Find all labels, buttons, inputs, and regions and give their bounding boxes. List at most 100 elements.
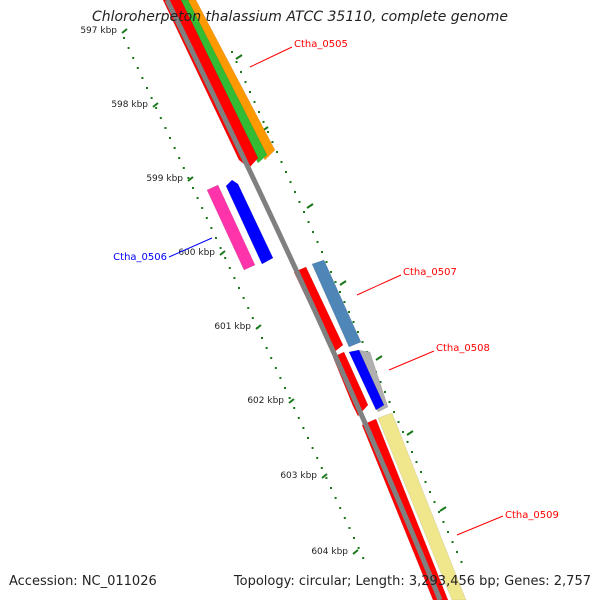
minor-tick (330, 271, 332, 273)
minor-tick (289, 181, 292, 183)
scale-tick-mark (339, 280, 347, 286)
minor-tick (362, 557, 365, 559)
minor-tick (348, 311, 350, 313)
minor-tick (265, 347, 268, 349)
scale-tick-mark (235, 54, 243, 60)
minor-tick (169, 137, 171, 139)
minor-tick (415, 461, 418, 463)
minor-tick (141, 77, 144, 79)
minor-tick (258, 111, 260, 113)
minor-tick (397, 421, 400, 423)
gene-leader-line (356, 274, 402, 296)
minor-tick (271, 141, 274, 143)
minor-tick (288, 397, 291, 399)
scale-tick-label: 600 kbp (178, 248, 215, 258)
minor-tick (424, 481, 427, 483)
gene-label[interactable]: Ctha_0507 (403, 267, 457, 278)
minor-tick (420, 471, 422, 473)
minor-tick (242, 297, 245, 299)
minor-tick (267, 131, 269, 133)
gene-label[interactable]: Ctha_0506 (113, 252, 167, 263)
minor-tick (352, 321, 355, 323)
minor-tick (240, 71, 242, 73)
minor-tick (339, 507, 342, 509)
minor-tick (284, 387, 286, 389)
gene-labels: Ctha_0505 Ctha_0506 Ctha_0507 Ctha_0508 Ctha… (113, 39, 559, 536)
minor-tick (339, 291, 341, 293)
minor-tick (316, 241, 319, 243)
minor-tick (235, 61, 238, 63)
scale-tick-mark (375, 355, 383, 361)
scale-tick-label: 603 kbp (280, 471, 317, 481)
minor-tick (343, 517, 346, 519)
minor-tick (393, 411, 395, 413)
scale-tick-mark (306, 203, 314, 209)
minor-tick (460, 561, 463, 563)
cog-bar (311, 259, 362, 348)
cog-bar (206, 184, 256, 271)
minor-tick (201, 207, 204, 209)
minor-tick (325, 261, 328, 263)
minor-tick (233, 277, 236, 279)
minor-tick (379, 381, 382, 383)
minor-tick (348, 527, 351, 529)
minor-tick (187, 177, 190, 179)
minor-tick (178, 157, 181, 159)
minor-tick (298, 201, 301, 203)
minor-tick (402, 431, 404, 433)
minor-tick (219, 247, 222, 249)
gene-label[interactable]: Ctha_0508 (436, 343, 490, 354)
minor-tick (384, 391, 386, 393)
minor-tick (353, 537, 355, 539)
genome-summary: Topology: circular; Length: 3,293,456 bp… (233, 574, 591, 589)
minor-tick (173, 147, 176, 149)
minor-tick (307, 437, 309, 439)
minor-tick (447, 531, 449, 533)
minor-tick (244, 81, 247, 83)
minor-tick (311, 447, 314, 449)
minor-tick (330, 487, 332, 489)
minor-tick (357, 331, 359, 333)
minor-tick (247, 307, 250, 309)
minor-tick (312, 231, 314, 233)
minor-tick (297, 417, 300, 419)
minor-tick (303, 211, 305, 213)
map-title: Chloroherpeton thalassium ATCC 35110, co… (92, 9, 508, 25)
minor-tick (361, 341, 364, 343)
scale-tick-label: 604 kbp (311, 547, 348, 557)
scale-tick-mark (439, 506, 447, 512)
minor-tick (307, 221, 310, 223)
gene-leader-line (168, 237, 213, 258)
minor-tick (325, 477, 328, 479)
scale-tick-label: 599 kbp (146, 174, 183, 184)
gene-label[interactable]: Ctha_0505 (294, 39, 348, 50)
minor-tick (224, 257, 227, 259)
minor-tick (249, 91, 251, 93)
cds-arrow-ctha-0508-blue (348, 349, 385, 411)
minor-tick (316, 457, 319, 459)
minor-tick (451, 541, 454, 543)
minor-tick (155, 107, 158, 109)
minor-tick (334, 281, 337, 283)
minor-tick (456, 551, 458, 553)
minor-tick (320, 467, 323, 469)
minor-tick (270, 357, 273, 359)
minor-tick (182, 167, 185, 169)
minor-tick (228, 267, 231, 269)
minor-tick (343, 301, 346, 303)
minor-tick (274, 367, 277, 369)
minor-tick (334, 497, 337, 499)
cds-arrow-ctha-0506 (225, 179, 274, 265)
minor-tick (192, 187, 194, 189)
gene-label[interactable]: Ctha_0509 (505, 510, 559, 521)
minor-tick (411, 451, 413, 453)
gene-leader-line (456, 515, 504, 536)
minor-tick (262, 121, 265, 123)
minor-tick (150, 97, 153, 99)
scale-tick-label: 602 kbp (247, 396, 284, 406)
minor-tick (215, 237, 217, 239)
minor-tick (302, 427, 305, 429)
cog-bar (377, 412, 467, 600)
minor-tick (238, 287, 240, 289)
